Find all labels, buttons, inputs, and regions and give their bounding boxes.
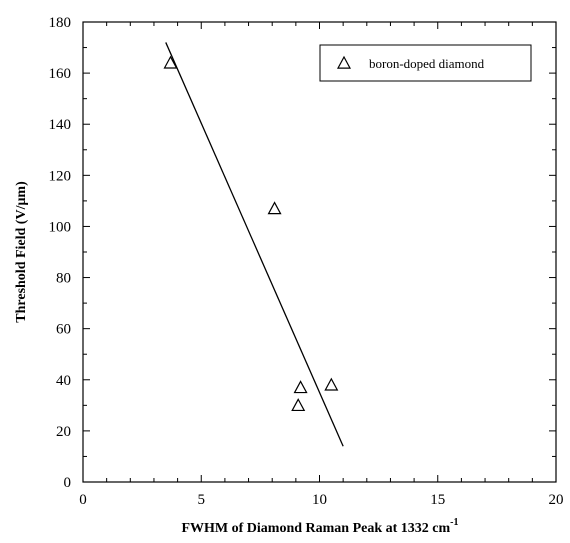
x-tick-label: 0 — [79, 492, 87, 508]
y-tick-label: 0 — [64, 475, 72, 491]
y-tick-label: 60 — [56, 322, 71, 338]
y-tick-label: 20 — [56, 424, 71, 440]
y-tick-label: 40 — [56, 373, 71, 389]
x-tick-label: 20 — [549, 492, 564, 508]
trend-line — [165, 42, 344, 447]
x-tick-label: 15 — [430, 492, 445, 508]
y-axis-title: Threshold Field (V/μm) — [14, 181, 29, 323]
legend-marker — [336, 55, 352, 69]
y-tick-label: 140 — [49, 117, 72, 133]
y-tick-label: 100 — [49, 219, 72, 235]
y-tick-label: 180 — [49, 15, 72, 31]
data-point — [163, 55, 178, 69]
x-axis-title: FWHM of Diamond Raman Peak at 1332 cm-1 — [181, 517, 458, 536]
y-tick-label: 80 — [56, 271, 71, 287]
data-point — [267, 201, 282, 215]
y-tick-label: 160 — [49, 66, 72, 82]
legend-box — [319, 44, 532, 82]
x-axis-title-main: FWHM of Diamond Raman Peak at 1332 cm — [181, 521, 450, 536]
data-point — [324, 377, 339, 391]
x-tick-labels: 0 5 10 15 20 — [79, 492, 563, 508]
x-tick-label: 5 — [198, 492, 206, 508]
legend: boron-doped diamond — [319, 44, 532, 82]
axis-ticks — [82, 21, 557, 483]
data-point — [291, 398, 306, 412]
data-point — [293, 380, 308, 394]
data-points — [163, 55, 339, 412]
plot-frame — [82, 21, 557, 483]
y-tick-label: 120 — [49, 168, 72, 184]
y-tick-labels: 0 20 40 60 80 100 120 140 160 180 — [49, 15, 72, 491]
x-tick-label: 10 — [312, 492, 327, 508]
x-axis-title-superscript: -1 — [450, 517, 458, 528]
legend-label: boron-doped diamond — [369, 56, 485, 71]
